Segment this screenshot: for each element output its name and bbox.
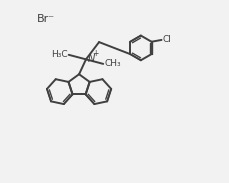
Text: CH₃: CH₃	[105, 59, 121, 68]
Text: Br⁻: Br⁻	[36, 14, 55, 24]
Text: +: +	[92, 48, 98, 57]
Text: N: N	[87, 54, 95, 64]
Text: H₃C: H₃C	[51, 50, 67, 59]
Text: Cl: Cl	[163, 36, 172, 44]
